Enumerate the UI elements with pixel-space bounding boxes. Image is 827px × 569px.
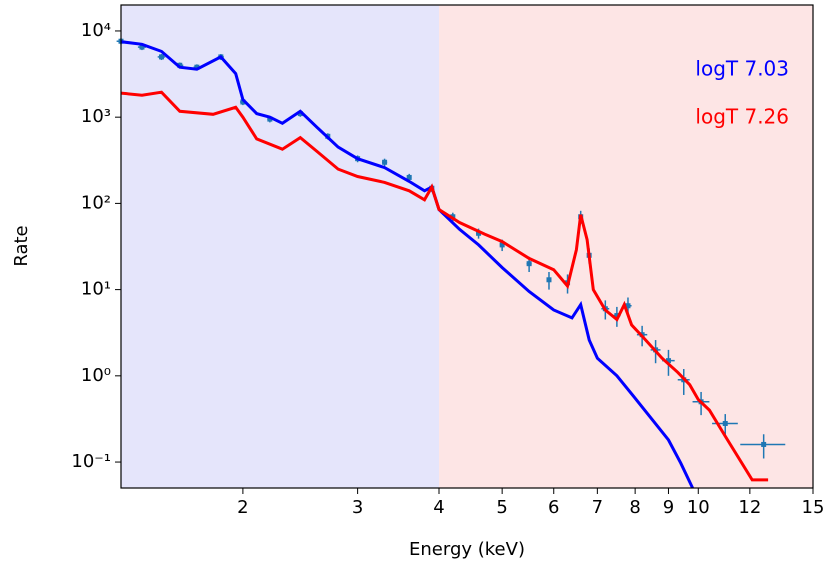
legend-entry: logT 7.26 <box>695 105 789 129</box>
axes-frame <box>120 4 814 489</box>
x-tick-label: 5 <box>496 497 507 518</box>
data-point <box>240 99 246 105</box>
data-point <box>526 261 532 267</box>
data-point <box>406 174 412 180</box>
x-tick-label: 2 <box>237 497 248 518</box>
data-point <box>499 242 505 248</box>
data-point <box>139 44 145 50</box>
y-tick-label: 10¹ <box>81 279 111 300</box>
x-tick-label: 7 <box>592 497 603 518</box>
y-tick-label: 10³ <box>81 106 111 127</box>
legend-entry: logT 7.03 <box>695 57 789 81</box>
x-tick-label: 4 <box>433 497 444 518</box>
x-tick-label: 8 <box>629 497 640 518</box>
x-tick-label: 3 <box>352 497 363 518</box>
x-axis-label: Energy (keV) <box>409 539 525 560</box>
data-point <box>761 441 767 447</box>
x-tick-label: 15 <box>802 497 825 518</box>
data-point <box>625 303 631 309</box>
x-tick-label: 10 <box>687 497 710 518</box>
model-line <box>120 40 694 489</box>
x-tick-label: 6 <box>548 497 559 518</box>
data-point <box>614 313 620 319</box>
data-point <box>194 64 200 70</box>
y-axis-label: Rate <box>11 225 32 266</box>
data-point <box>297 111 303 117</box>
y-tick-label: 10⁴ <box>81 20 111 41</box>
data-point <box>546 277 552 283</box>
shaded-span <box>121 5 440 488</box>
data-point <box>158 54 164 60</box>
y-tick-label: 10⁻¹ <box>71 451 111 472</box>
x-tick-label: 12 <box>738 497 761 518</box>
data-point <box>722 420 728 426</box>
data-point <box>382 159 388 165</box>
y-tick-label: 10² <box>81 192 111 213</box>
data-point <box>267 116 273 122</box>
y-tick-label: 10⁰ <box>81 365 111 386</box>
data-point <box>476 230 482 236</box>
data-point <box>665 358 671 364</box>
x-tick-label: 9 <box>663 497 674 518</box>
model-line <box>120 90 769 482</box>
